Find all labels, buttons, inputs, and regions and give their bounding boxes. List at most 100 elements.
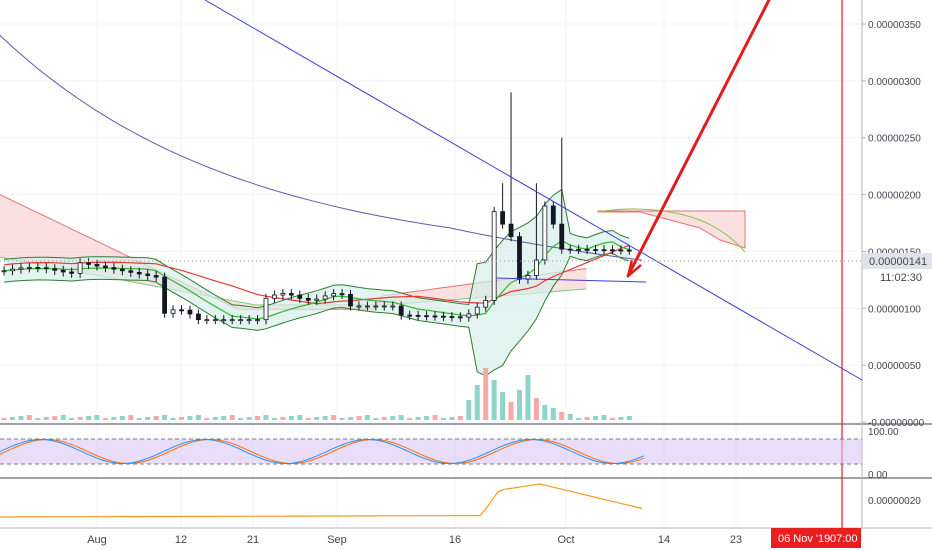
candle-body — [432, 315, 438, 318]
volume-bar — [491, 380, 497, 420]
price-axis-tick-label: 0.00000300 — [868, 77, 921, 88]
volume-bar — [440, 418, 446, 420]
candle-body — [407, 314, 413, 317]
volume-bar — [424, 416, 430, 420]
lagging-span-line — [597, 208, 746, 253]
candle-body — [449, 316, 455, 318]
candle-body — [18, 267, 24, 270]
volume-bar — [593, 416, 599, 420]
candle-body — [52, 268, 58, 271]
candle-body — [280, 293, 286, 296]
candle-body — [500, 211, 506, 225]
volume-bar — [373, 418, 379, 420]
candle-body — [567, 248, 573, 251]
volume-bar — [263, 415, 269, 420]
time-axis-tick-label: 14 — [658, 534, 670, 546]
price-axis-tick-label: 0.00000150 — [868, 247, 921, 258]
volume-bar — [559, 412, 565, 420]
highlighted-date-bg — [771, 528, 861, 548]
candle-body — [187, 309, 193, 315]
indicator-axis[interactable]: 0.00000020 — [868, 496, 921, 507]
countdown-label: 11:02:30 — [880, 272, 922, 284]
volume-bar — [94, 415, 100, 420]
volume-bar — [280, 417, 286, 420]
price-axis-tick-label: 0.00000200 — [868, 191, 921, 202]
stochastic-axis[interactable]: 100.00 0.00 — [868, 427, 899, 481]
support-line[interactable] — [495, 277, 647, 283]
candle-body — [534, 259, 539, 276]
candle-body — [86, 262, 91, 265]
candle-body — [111, 267, 117, 270]
bollinger-band-fill — [4, 189, 630, 376]
candle-body — [373, 305, 379, 308]
volume-bar — [576, 418, 582, 420]
candle-body — [381, 305, 387, 308]
volume-bar — [398, 415, 404, 420]
arrow-head-stroke — [627, 264, 642, 277]
volume-bar — [609, 418, 615, 420]
volume-bar — [457, 416, 463, 420]
volume-bar — [322, 416, 328, 420]
candle-body — [542, 205, 548, 261]
volume-bar — [331, 415, 337, 420]
candle-body — [94, 263, 100, 267]
time-axis-tick-label: 23 — [730, 534, 742, 546]
future-cloud — [597, 210, 746, 249]
volume-bar — [162, 415, 168, 420]
candle-body — [441, 315, 446, 318]
volume-bar — [69, 418, 75, 420]
candle-body — [610, 249, 615, 252]
volume-bar — [229, 415, 235, 420]
candle-body — [60, 269, 66, 273]
volume-bar — [550, 408, 556, 420]
time-axis-tick-label: Aug — [87, 534, 107, 546]
candle-body — [483, 299, 489, 308]
indicator-line — [0, 483, 643, 518]
volume-bar — [618, 417, 624, 420]
candle-body — [466, 313, 472, 318]
volume-bar — [246, 417, 252, 420]
candle-body — [601, 249, 607, 252]
time-axis[interactable]: Aug 12 21 Sep 16 Oct 14 23 — [87, 534, 742, 546]
candle-body — [255, 319, 260, 322]
candle-body — [263, 297, 269, 321]
time-axis-tick-label: 21 — [247, 534, 259, 546]
candle-body — [10, 268, 15, 272]
candle-body — [43, 267, 49, 270]
volume-bar — [500, 392, 506, 420]
time-axis-tick-label: Oct — [557, 534, 574, 546]
candle-body — [212, 319, 218, 322]
breakout-arrow[interactable] — [626, 0, 771, 278]
candle-body — [550, 205, 556, 225]
volume-bar — [60, 415, 66, 420]
candle-body — [305, 297, 311, 301]
candle-body — [331, 293, 337, 297]
price-axis-tick-label: 0.00000050 — [868, 361, 921, 372]
volume-bar — [26, 415, 32, 420]
candle-body — [195, 313, 201, 321]
candle-body — [246, 319, 252, 322]
volume-bar — [145, 417, 151, 420]
volume-bar — [35, 418, 41, 420]
candle-body — [297, 294, 303, 299]
stochastic-k-line — [0, 438, 645, 465]
candle-body — [179, 309, 184, 312]
candle-body — [491, 211, 497, 301]
volume-bar — [584, 417, 590, 420]
current-price-label: 0.00000141 — [869, 256, 927, 268]
price-candles — [1, 92, 632, 325]
candle-body — [593, 249, 598, 251]
candle-body — [314, 298, 320, 301]
volume-bar — [348, 417, 353, 420]
candle-body — [559, 223, 565, 250]
descending-trendline[interactable] — [204, 0, 863, 381]
price-axis-tick-label: -0.00000000 — [868, 418, 925, 429]
volume-bar — [136, 418, 142, 420]
candle-body — [364, 305, 370, 308]
candle-body — [128, 270, 134, 273]
volume-bar — [407, 418, 413, 420]
price-axis[interactable]: 0.00000350 0.00000300 0.00000250 0.00000200… — [862, 20, 925, 429]
current-price-label-bg — [863, 253, 932, 269]
